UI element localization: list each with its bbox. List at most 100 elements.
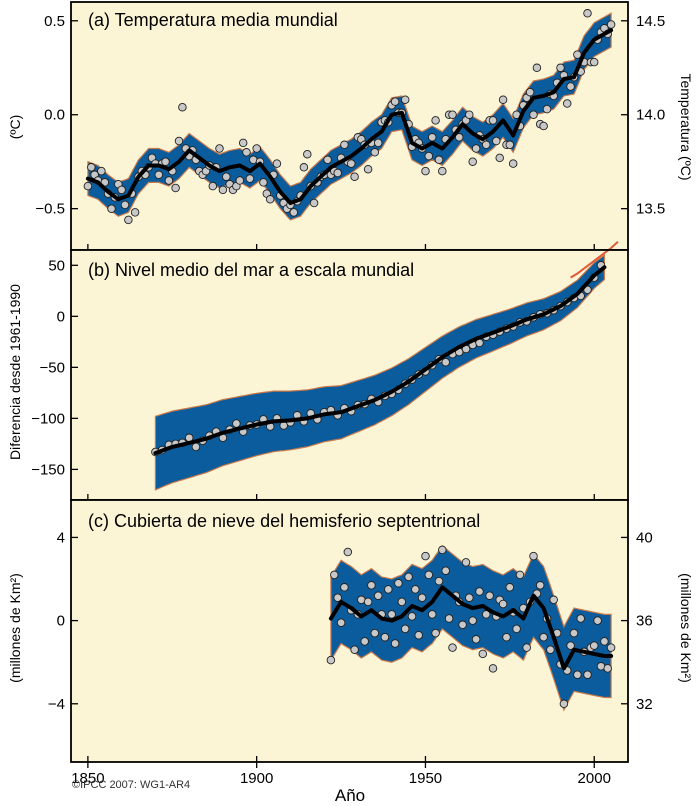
panel-c-data-point bbox=[583, 670, 592, 679]
panel-c-data-point bbox=[404, 572, 413, 582]
panel-a-title: (a) Temperatura media mundial bbox=[88, 10, 338, 30]
panel-a-data-point bbox=[448, 110, 457, 119]
panel-a-data-point bbox=[171, 183, 180, 193]
panel-a-data-point bbox=[465, 110, 474, 119]
panel-a-data-point bbox=[164, 176, 174, 185]
panel-c-data-point bbox=[397, 597, 407, 607]
panel-a-data-point bbox=[309, 198, 319, 208]
panel-c-data-point bbox=[569, 628, 579, 638]
panel-a-data-point bbox=[340, 140, 349, 150]
panel-a-data-point bbox=[556, 63, 565, 73]
panel-a-data-point bbox=[606, 20, 616, 29]
panel-a-data-point bbox=[431, 116, 440, 125]
panel-c-data-point bbox=[488, 664, 498, 673]
panel-a-data-point bbox=[492, 136, 501, 146]
panel-a-data-point bbox=[400, 95, 410, 104]
panel-a-ylabel: (ºC) bbox=[7, 115, 23, 140]
panel-a-data-point bbox=[363, 164, 373, 174]
panel-a-data-point bbox=[174, 136, 184, 146]
panel-b-satellite-polyline bbox=[570, 241, 619, 279]
panel-a-data-point bbox=[97, 166, 106, 176]
panel-c-data-point bbox=[593, 616, 602, 625]
panel-a-data-point bbox=[124, 215, 133, 225]
panel-b-ytick-label: −50 bbox=[40, 359, 65, 376]
panel-a-data-point bbox=[222, 172, 231, 181]
panel-c-data-point bbox=[326, 655, 336, 665]
panel-c-data-point bbox=[502, 632, 511, 642]
panel-c-data-point bbox=[475, 587, 484, 596]
panel-c-data-point bbox=[424, 570, 434, 580]
panel-b-title: (b) Nivel medio del mar a escala mundial bbox=[88, 260, 414, 280]
panel-a-background bbox=[71, 2, 628, 250]
panel-c-data-point bbox=[411, 585, 420, 594]
panel-c-data-point bbox=[390, 639, 400, 648]
panel-c-data-point bbox=[559, 699, 569, 709]
panel-c-data-point bbox=[343, 547, 353, 557]
panel-c-ytick-label: −4 bbox=[48, 696, 65, 713]
panel-c-data-point bbox=[606, 643, 616, 652]
panel-c-data-point bbox=[481, 610, 491, 619]
panel-c-ytick-label: 0 bbox=[57, 613, 65, 630]
panel-a-ytick-right-label: 13.5 bbox=[636, 201, 665, 218]
panel-a-data-point bbox=[488, 116, 498, 125]
panel-a-data-point bbox=[333, 168, 342, 178]
panel-a-data-point bbox=[265, 195, 275, 204]
panel-c-data-point bbox=[421, 551, 430, 561]
panel-a-data-point bbox=[303, 149, 312, 159]
copyright-credit: ©IPCC 2007: WG1-AR4 bbox=[72, 779, 190, 791]
panel-c-data-point bbox=[478, 649, 488, 659]
panel-b-data-point bbox=[232, 419, 241, 428]
panel-c-data-point bbox=[407, 612, 417, 621]
x-axis-tick-label: 1950 bbox=[409, 770, 442, 787]
panel-c-data-point bbox=[441, 566, 450, 575]
panel-c-data-point bbox=[515, 570, 525, 580]
panel-c-data-point bbox=[458, 620, 467, 630]
x-axis-label: Año bbox=[335, 786, 365, 805]
panel-a-data-point bbox=[498, 95, 508, 104]
panel-global-temperature: 0.5 0.0 −0.5 14.5 14.0 13.5 (a) Temperatura m… bbox=[7, 1, 694, 251]
panel-a-data-point bbox=[107, 204, 116, 213]
panel-a-data-point bbox=[154, 170, 164, 180]
panel-a-data-point bbox=[323, 155, 332, 165]
panel-c-data-point bbox=[512, 624, 521, 634]
panel-c-data-point bbox=[350, 645, 359, 654]
panel-c-data-point bbox=[603, 664, 612, 673]
panel-a-ytick-right-label: 14.0 bbox=[636, 107, 665, 124]
panel-a-data-point bbox=[289, 208, 299, 217]
panel-a-data-point bbox=[120, 200, 130, 210]
x-axis-tick-label: 2000 bbox=[578, 770, 611, 787]
panel-a-data-point bbox=[471, 144, 481, 153]
panel-a-data-point bbox=[529, 110, 538, 119]
panel-c-ytick-right-label: 36 bbox=[636, 613, 653, 630]
panel-a-data-point bbox=[583, 9, 592, 18]
panel-c-data-point bbox=[505, 583, 515, 592]
panel-a-data-point bbox=[427, 133, 437, 142]
panel-a-data-point bbox=[117, 185, 126, 195]
panel-a-data-point bbox=[218, 185, 228, 195]
panel-c-data-point bbox=[535, 581, 545, 590]
panel-c-data-point bbox=[539, 632, 548, 642]
panel-c-data-point bbox=[549, 595, 558, 605]
panel-b-band-polygon bbox=[154, 253, 606, 491]
x-axis-tick-label: 1850 bbox=[71, 770, 104, 787]
panel-c-data-point bbox=[367, 581, 376, 590]
panel-c-ylabel-right: (millones de Km²) bbox=[678, 573, 694, 683]
panel-c-data-point bbox=[468, 616, 477, 625]
panel-a-data-point bbox=[259, 178, 268, 187]
panel-c-title: (c) Cubierta de nieve del hemisferio sep… bbox=[88, 511, 480, 531]
panel-a-data-point bbox=[272, 159, 282, 168]
panel-a-data-point bbox=[130, 208, 140, 217]
panel-c-frame bbox=[70, 499, 629, 763]
panel-b-background bbox=[71, 250, 628, 500]
panel-c-data-point bbox=[448, 643, 457, 652]
panel-b-data-point bbox=[441, 357, 450, 367]
panel-a-ytick-label: 0.5 bbox=[44, 13, 65, 30]
panel-c-ytick-right-label: 40 bbox=[636, 529, 653, 546]
panel-a-data-point bbox=[350, 172, 359, 181]
panel-c-data-point bbox=[546, 645, 555, 654]
panel-c-ytick-label: 4 bbox=[57, 529, 65, 546]
panel-a-data-point bbox=[87, 163, 96, 172]
panel-c-data-point bbox=[370, 628, 380, 638]
